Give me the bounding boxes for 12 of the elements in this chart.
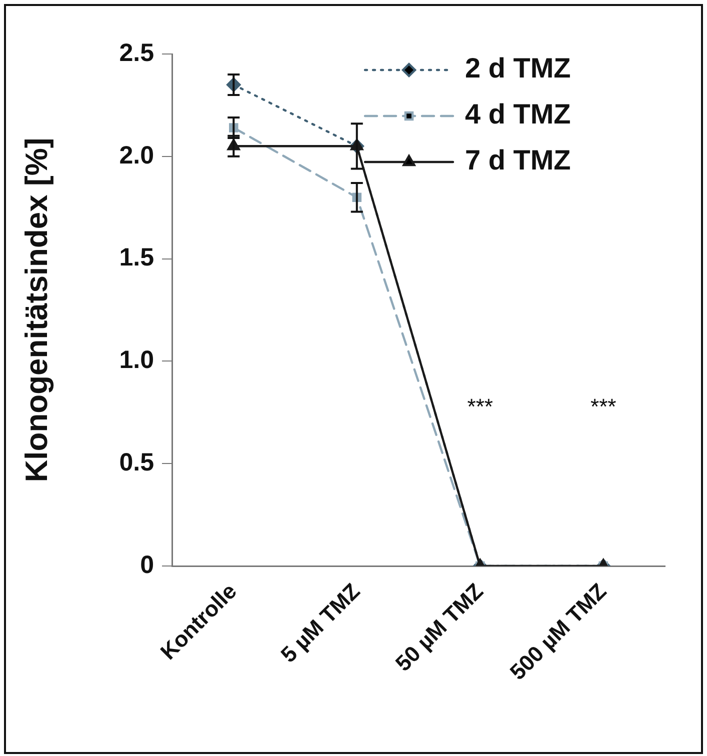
- legend-label: 7 d TMZ: [465, 144, 571, 176]
- annotation: ***: [590, 394, 617, 420]
- y-tick-label: 1.5: [119, 244, 154, 272]
- annotation: ***: [467, 394, 494, 420]
- y-tick-label: 0.5: [119, 448, 154, 476]
- legend-label: 2 d TMZ: [465, 52, 571, 84]
- y-axis-title: Klonogenitätsindex [%]: [19, 138, 54, 482]
- legend-label: 4 d TMZ: [465, 98, 571, 130]
- y-tick-label: 2.0: [119, 141, 154, 170]
- y-tick-label: 2.5: [119, 38, 154, 67]
- y-tick-label: 0: [140, 550, 154, 579]
- y-tick-label: 1.0: [119, 346, 154, 374]
